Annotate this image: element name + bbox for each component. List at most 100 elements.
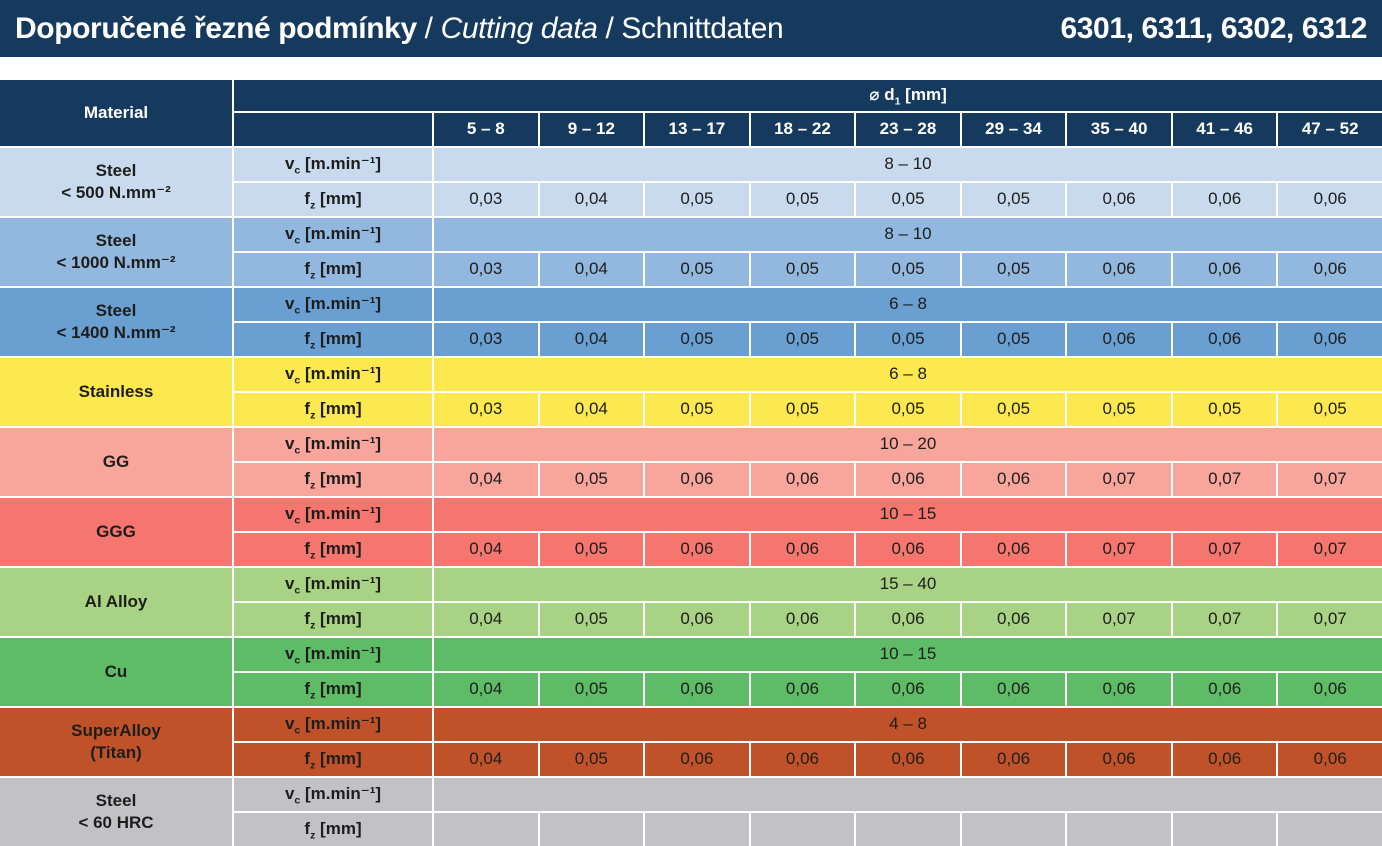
fz-value-cell: 0,06 [750,463,855,496]
fz-value-cell: 0,07 [1172,463,1277,496]
vc-value-cell: 8 – 10 [434,218,1382,251]
material-cell: Al Alloy [0,568,232,636]
fz-value-cell: 0,04 [434,463,538,496]
vc-row-label: vc [m.min⁻¹] [234,148,432,181]
diameter-range-header: 29 – 34 [961,113,1066,146]
fz-value-cell: 0,05 [856,323,960,356]
fz-label-base: f [304,749,311,769]
fz-value-cell: 0,07 [1278,603,1382,636]
fz-value-cell: 0,05 [645,323,749,356]
diameter-symbol: ⌀ d [869,85,895,105]
fz-value-cell: 0,06 [856,673,960,706]
fz-value-cell: 0,06 [1172,673,1277,706]
vc-label: vc [m.min⁻¹] [285,433,381,457]
vc-label-subscript: c [294,444,301,457]
fz-row-label: fz [mm] [234,183,432,216]
fz-value-cell: 0,04 [434,673,538,706]
vc-label-subscript: c [294,234,301,247]
fz-value-cell: 0,06 [750,673,855,706]
material-cell: Cu [0,638,232,706]
fz-value-cell: 0,06 [1278,673,1382,706]
vc-value-cell: 10 – 15 [434,498,1382,531]
fz-value-cell: 0,04 [434,533,538,566]
fz-value-cell: 0,04 [539,183,644,216]
fz-value-cell: 0,05 [1172,393,1277,426]
fz-value-cell: 0,06 [856,603,960,636]
fz-value-cell: 0,06 [645,603,749,636]
fz-value-cell: 0,05 [1278,393,1382,426]
fz-value-cell: 0,05 [961,323,1066,356]
fz-label-base: f [304,259,311,279]
fz-label-unit: [mm] [315,469,362,489]
vc-value-cell: 8 – 10 [434,148,1382,181]
diameter-range-header: 41 – 46 [1172,113,1277,146]
vc-label-base: v [284,224,295,244]
vc-label: vc [m.min⁻¹] [284,153,381,176]
fz-value-cell: 0,06 [645,743,749,776]
vc-label-subscript: c [294,304,301,317]
fz-label-subscript: z [310,269,316,282]
fz-value-cell [856,813,960,846]
material-name-line: < 1000 N.mm⁻² [56,253,176,272]
vc-label-unit: [m.min⁻¹] [300,714,382,734]
vc-label: vc [m.min⁻¹] [285,503,381,527]
fz-value-cell [961,813,1066,846]
vc-label-base: v [284,154,295,174]
diameter-header: ⌀ d1 [mm] [234,80,1382,111]
fz-value-cell: 0,03 [434,393,538,426]
fz-label-subscript: z [310,479,316,492]
fz-row-label: fz [mm] [234,323,432,356]
fz-value-cell [750,813,855,846]
material-cell: Steel < 60 HRC [0,778,232,846]
vc-label-subscript: c [294,654,301,667]
fz-label-base: f [304,679,311,699]
title-czech: Doporučené řezné podmínky [15,11,417,45]
fz-label-subscript: z [310,619,316,632]
fz-value-cell: 0,05 [961,253,1066,286]
fz-label-subscript: z [310,409,316,422]
vc-row-label: vc [m.min⁻¹] [234,288,432,321]
vc-label-unit: [m.min⁻¹] [300,294,382,314]
fz-value-cell: 0,06 [1172,183,1277,216]
fz-value-cell: 0,06 [1172,323,1277,356]
fz-label-base: f [304,609,311,629]
vc-row-label: vc [m.min⁻¹] [234,708,432,741]
fz-value-cell: 0,05 [645,393,749,426]
vc-value-cell: 6 – 8 [434,358,1382,391]
row-label-column-header [234,113,432,146]
fz-label-unit: [mm] [315,259,362,279]
fz-label: fz [mm] [304,538,361,561]
fz-value-cell: 0,05 [539,743,644,776]
fz-label: fz [mm] [304,188,361,211]
fz-value-cell: 0,06 [750,743,855,776]
material-name-line: GGG [96,521,136,541]
vc-label-unit: [m.min⁻¹] [300,574,382,594]
vc-label-base: v [284,784,295,804]
fz-value-cell: 0,07 [1067,533,1171,566]
fz-value-cell: 0,05 [539,673,644,706]
fz-value-cell: 0,06 [1067,323,1171,356]
material-cell: Steel < 500 N.mm⁻² [0,148,232,216]
fz-value-cell: 0,06 [1067,743,1171,776]
material-name-line: Steel [95,230,137,250]
material-name-line: Steel [95,160,137,180]
vc-label-subscript: c [294,514,301,527]
fz-value-cell: 0,04 [434,603,538,636]
vc-row-label: vc [m.min⁻¹] [234,638,432,671]
fz-value-cell: 0,07 [1172,603,1277,636]
fz-value-cell: 0,03 [434,323,538,356]
material-column-header: Material [0,80,232,146]
vc-value-cell: 10 – 20 [434,428,1382,461]
fz-label-base: f [304,819,311,839]
material-cell: SuperAlloy (Titan) [0,708,232,776]
fz-value-cell: 0,06 [1278,743,1382,776]
vc-row-label: vc [m.min⁻¹] [234,498,432,531]
fz-value-cell: 0,05 [961,183,1066,216]
fz-value-cell: 0,06 [961,743,1066,776]
vc-label-unit: [m.min⁻¹] [300,644,382,664]
diameter-range-header: 23 – 28 [856,113,960,146]
fz-value-cell: 0,06 [1172,253,1277,286]
fz-value-cell: 0,05 [856,253,960,286]
material-name-line: < 1400 N.mm⁻² [56,323,176,342]
fz-value-cell: 0,05 [961,393,1066,426]
